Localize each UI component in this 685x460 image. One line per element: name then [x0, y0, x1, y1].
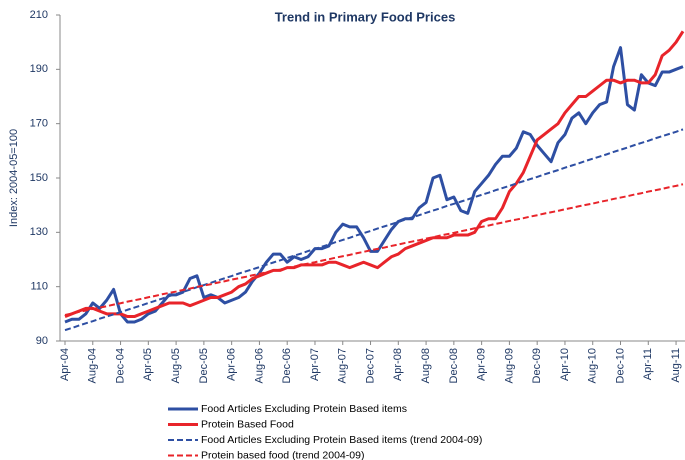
- x-tick-label: Dec-07: [364, 348, 376, 383]
- x-tick-label: Dec-05: [198, 348, 210, 383]
- x-tick-label: Apr-07: [309, 348, 321, 381]
- y-tick-label: 190: [30, 63, 48, 75]
- legend-label: Protein Based Food: [201, 418, 294, 430]
- x-tick-label: Dec-09: [531, 348, 543, 383]
- series-line: [64, 183, 684, 316]
- y-tick-label: 170: [30, 118, 48, 130]
- y-tick-label: 90: [36, 335, 48, 347]
- x-tick-label: Apr-06: [226, 348, 238, 381]
- y-tick-label: 130: [30, 226, 48, 238]
- x-tick-label: Apr-10: [559, 348, 571, 381]
- y-tick-label: 110: [30, 281, 48, 293]
- y-tick-label: 210: [30, 9, 48, 21]
- x-tick-label: Apr-08: [392, 348, 404, 381]
- x-tick-label: Aug-10: [587, 348, 599, 383]
- x-tick-label: Aug-11: [670, 348, 682, 383]
- x-tick-label: Aug-06: [253, 348, 265, 383]
- x-tick-label: Dec-08: [448, 348, 460, 383]
- chart-title: Trend in Primary Food Prices: [275, 9, 456, 24]
- x-tick-label: Aug-08: [420, 348, 432, 383]
- series-line: [64, 30, 685, 319]
- x-tick-label: Aug-07: [337, 348, 349, 383]
- series-line: [64, 46, 684, 324]
- legend-label: Protein based food (trend 2004-09): [201, 449, 364, 460]
- y-tick-label: 150: [30, 172, 48, 184]
- y-axis-label: Index: 2004-05=100: [8, 129, 20, 227]
- x-tick-label: Dec-10: [614, 348, 626, 383]
- x-tick-label: Aug-09: [503, 348, 515, 383]
- x-tick-label: Aug-05: [170, 348, 182, 383]
- legend-label: Food Articles Excluding Protein Based it…: [201, 434, 482, 446]
- x-tick-label: Apr-09: [476, 348, 488, 381]
- x-tick-label: Dec-04: [114, 348, 126, 383]
- x-tick-label: Dec-06: [281, 348, 293, 383]
- x-tick-label: Aug-04: [87, 348, 99, 383]
- x-tick-label: Apr-11: [642, 348, 654, 380]
- legend-label: Food Articles Excluding Protein Based it…: [201, 403, 407, 415]
- x-tick-label: Apr-05: [142, 348, 154, 381]
- series-line: [64, 128, 684, 332]
- x-tick-label: Apr-04: [59, 348, 71, 381]
